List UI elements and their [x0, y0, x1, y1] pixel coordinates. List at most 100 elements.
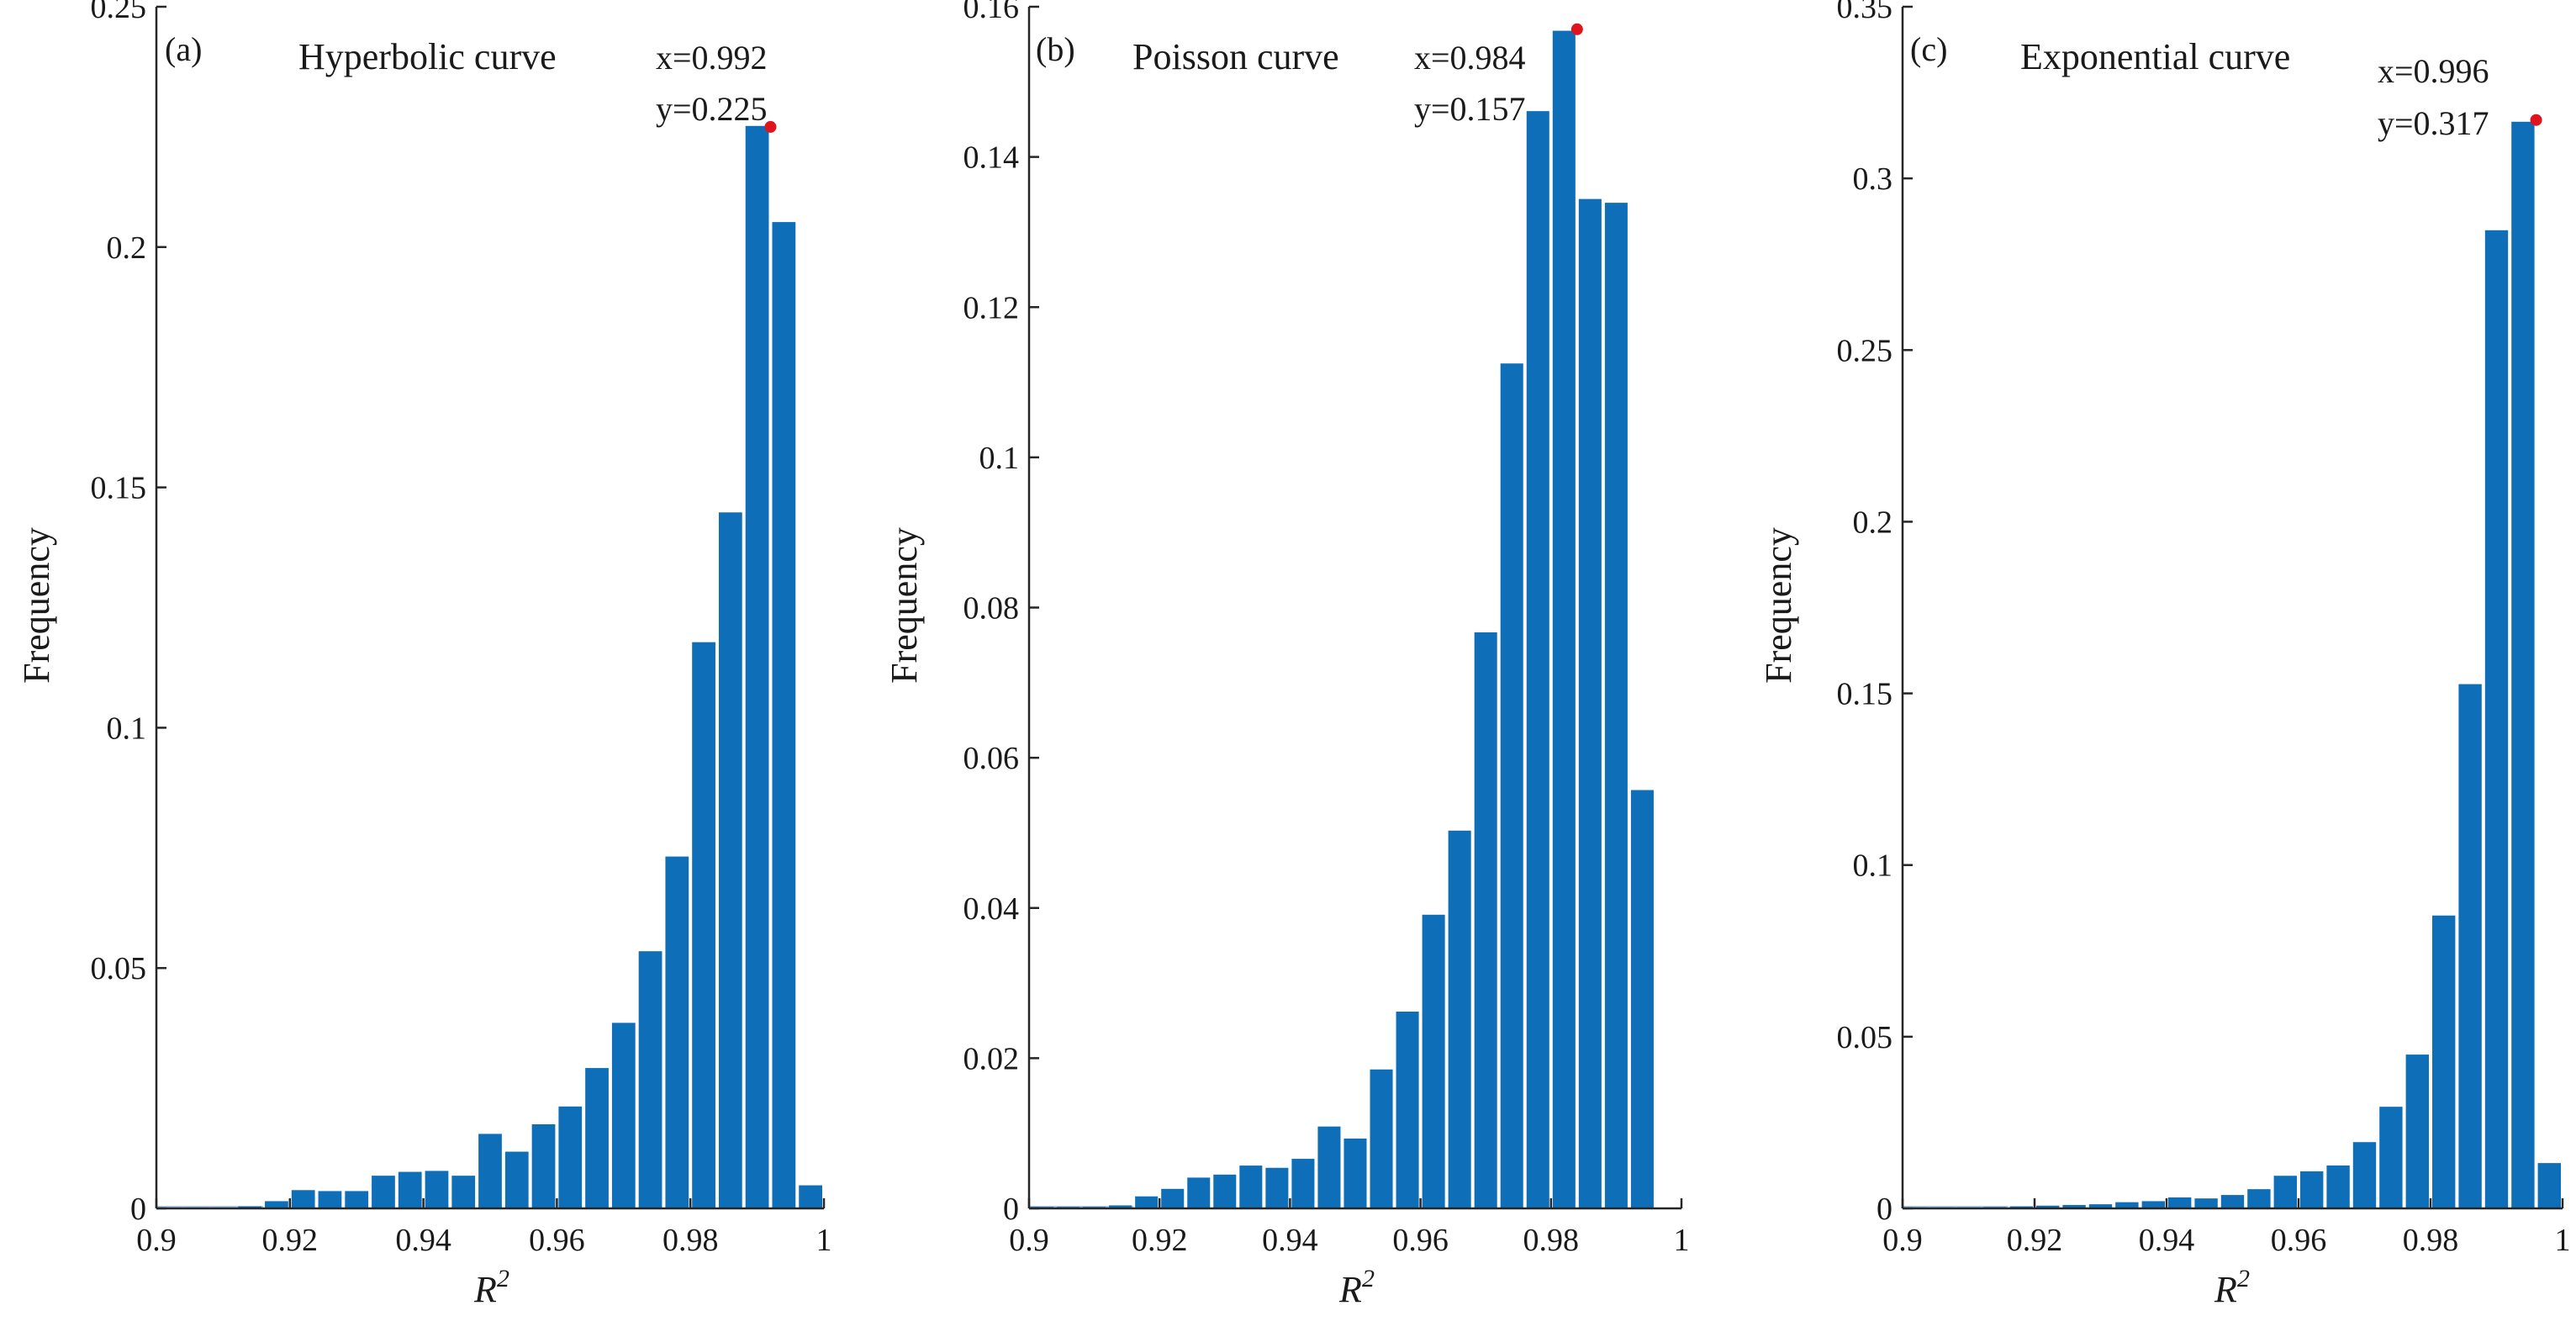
- y-tick-label-b-6: 0.12: [963, 290, 1020, 325]
- x-tick-label-c-1: 0.92: [2007, 1223, 2063, 1258]
- bar-b-16: [1448, 830, 1471, 1208]
- y-tick-label-b-1: 0.02: [963, 1041, 1020, 1076]
- bar-c-19: [2405, 1054, 2429, 1208]
- x-tick-label-b-4: 0.98: [1523, 1223, 1580, 1258]
- bar-c-9: [2141, 1201, 2165, 1208]
- bar-a-4: [265, 1201, 288, 1208]
- bar-b-3: [1109, 1205, 1132, 1208]
- bar-a-12: [478, 1134, 502, 1208]
- bar-a-23: [772, 222, 796, 1209]
- bar-a-6: [318, 1191, 342, 1208]
- x-axis-label-a-sup: 2: [497, 1265, 509, 1292]
- y-tick-label-c-2: 0.1: [1853, 848, 1893, 884]
- panel-tag-c: (c): [1910, 30, 1947, 68]
- bar-b-5: [1161, 1188, 1185, 1208]
- x-axis-label-b-base: R: [1338, 1269, 1362, 1310]
- bar-a-18: [638, 951, 662, 1208]
- bar-b-14: [1396, 1012, 1419, 1208]
- bar-a-19: [665, 856, 689, 1208]
- bar-a-10: [425, 1171, 449, 1208]
- bar-b-8: [1239, 1166, 1263, 1208]
- x-tick-label-a-4: 0.98: [662, 1223, 719, 1258]
- bar-c-18: [2379, 1107, 2403, 1208]
- bar-c-21: [2458, 684, 2482, 1208]
- panel-a: 0 0.05 0.1 0.15 0.2 0.25 0.9 0.92 0.94 0.96 0.98 1…: [16, 0, 832, 1310]
- bar-b-17: [1474, 632, 1497, 1208]
- x-tick-label-a-3: 0.96: [529, 1223, 585, 1258]
- bar-b-12: [1343, 1138, 1367, 1208]
- bar-b-10: [1291, 1159, 1315, 1208]
- peak-c: [2530, 114, 2542, 126]
- y-tick-label-b-7: 0.14: [963, 140, 1020, 176]
- y-tick-label-b-8: 0.16: [963, 0, 1020, 25]
- y-tick-label-c-0: 0: [1877, 1192, 1892, 1227]
- bar-a-24: [799, 1185, 822, 1208]
- y-tick-label-c-1: 0.05: [1837, 1020, 1893, 1055]
- x-axis-label-c: R2: [2214, 1265, 2250, 1310]
- bar-c-23: [2511, 121, 2535, 1208]
- bar-b-23: [1630, 790, 1654, 1208]
- bar-b-11: [1317, 1126, 1341, 1208]
- x-tick-label-b-2: 0.94: [1262, 1223, 1318, 1258]
- bar-c-22: [2484, 230, 2509, 1208]
- bar-a-8: [372, 1176, 395, 1208]
- y-tick-label-a-5: 0.25: [91, 0, 147, 25]
- peak-x-label-a: x=0.992: [656, 39, 768, 77]
- panel-title-b: Poisson curve: [1132, 36, 1339, 77]
- x-axis-label-a-base: R: [473, 1269, 497, 1310]
- y-tick-label-b-4: 0.08: [963, 591, 1020, 626]
- bar-c-14: [2273, 1176, 2297, 1208]
- peak-marker-c: [2530, 114, 2542, 126]
- x-ticks-c: 0.9 0.92 0.94 0.96 0.98 1: [1882, 1198, 2571, 1258]
- bar-c-11: [2194, 1198, 2218, 1208]
- peak-marker-b: [1570, 23, 1583, 35]
- peak-y-label-b: y=0.157: [1414, 90, 1526, 128]
- bar-a-7: [345, 1191, 369, 1208]
- y-axis-label-c: Frequency: [1758, 527, 1799, 684]
- bar-c-13: [2247, 1189, 2271, 1208]
- bar-c-7: [2088, 1204, 2113, 1208]
- bar-c-16: [2326, 1165, 2350, 1208]
- bar-b-20: [1552, 30, 1576, 1209]
- y-ticks-b: 0 0.02 0.04 0.06 0.08 0.1 0.12 0.14 0.16: [963, 0, 1039, 1227]
- y-tick-label-a-1: 0.05: [91, 951, 147, 986]
- bar-c-5: [2036, 1205, 2060, 1208]
- bar-c-12: [2220, 1195, 2245, 1208]
- panel-title-c: Exponential curve: [2020, 36, 2290, 77]
- bar-a-21: [718, 512, 742, 1208]
- x-tick-label-a-1: 0.92: [262, 1223, 319, 1258]
- x-axis-label-c-sup: 2: [2237, 1265, 2250, 1292]
- bar-b-21: [1578, 198, 1602, 1208]
- y-ticks-c: 0 0.05 0.1 0.15 0.2 0.25 0.3 0.35: [1837, 0, 1913, 1227]
- panel-tag-a: (a): [165, 30, 202, 68]
- y-tick-label-b-5: 0.1: [979, 441, 1020, 476]
- bar-c-20: [2432, 915, 2456, 1208]
- y-tick-label-c-5: 0.25: [1837, 333, 1893, 368]
- x-tick-label-b-3: 0.96: [1392, 1223, 1449, 1258]
- x-tick-label-b-1: 0.92: [1132, 1223, 1188, 1258]
- bar-b-15: [1422, 914, 1445, 1208]
- x-tick-label-a-5: 1: [816, 1223, 832, 1258]
- bar-b-22: [1604, 203, 1628, 1209]
- bar-c-15: [2300, 1171, 2324, 1208]
- x-tick-label-a-0: 0.9: [136, 1223, 177, 1258]
- bar-b-6: [1187, 1177, 1211, 1208]
- peak-y-label-a: y=0.225: [656, 90, 768, 128]
- x-tick-label-c-4: 0.98: [2403, 1223, 2459, 1258]
- bars-c: [1903, 121, 2561, 1208]
- x-tick-label-c-0: 0.9: [1882, 1223, 1923, 1258]
- y-tick-label-c-6: 0.3: [1853, 161, 1893, 197]
- y-tick-label-b-0: 0: [1003, 1192, 1019, 1227]
- peak-marker-a: [764, 120, 777, 133]
- peak-b: [1570, 23, 1583, 35]
- bars-b: [1029, 30, 1654, 1209]
- bar-c-6: [2062, 1204, 2086, 1208]
- peak-a: [764, 120, 777, 133]
- bar-b-13: [1370, 1069, 1393, 1208]
- y-tick-label-a-0: 0: [130, 1192, 146, 1227]
- x-tick-label-c-3: 0.96: [2271, 1223, 2327, 1258]
- bar-c-8: [2115, 1202, 2139, 1208]
- x-ticks-b: 0.9 0.92 0.94 0.96 0.98 1: [1009, 1198, 1690, 1258]
- x-axis-label-b: R2: [1338, 1265, 1375, 1310]
